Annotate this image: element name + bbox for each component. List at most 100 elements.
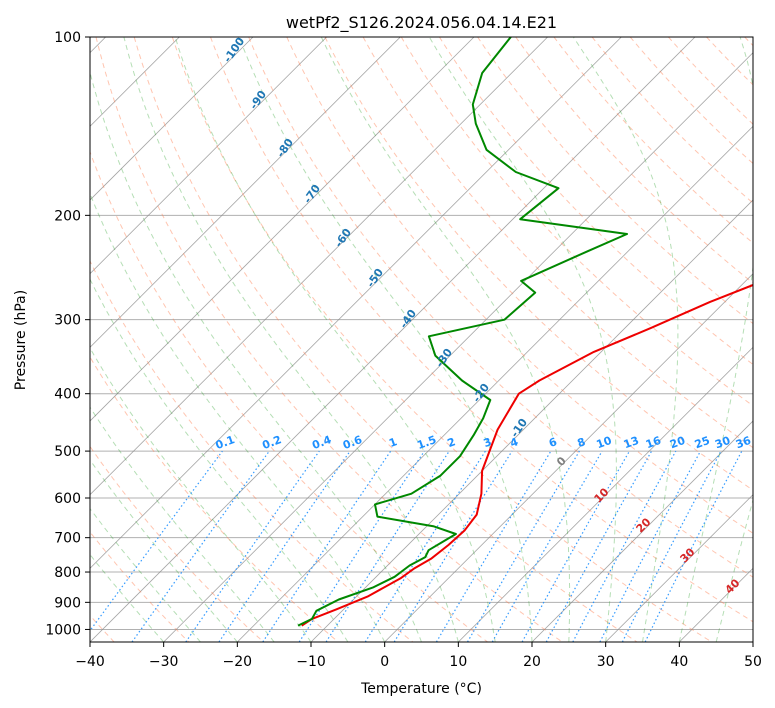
isotherm-line — [90, 37, 327, 275]
mixing-ratio-label: 16 — [644, 434, 663, 452]
moist-adiabat-line — [90, 553, 165, 642]
mixing-ratio-line — [393, 450, 513, 642]
isotherm-line — [310, 199, 753, 642]
isotherm-line — [90, 37, 401, 348]
mixing-ratio-line — [545, 450, 653, 642]
y-tick-label: 1000 — [45, 622, 81, 638]
moist-adiabat-line — [90, 192, 386, 642]
x-tick-label: 40 — [670, 654, 688, 670]
mixing-ratio-line — [185, 450, 320, 642]
x-tick-label: −20 — [223, 654, 253, 670]
isotherm-line — [90, 37, 254, 201]
x-tick-label: 0 — [380, 654, 389, 670]
dry-adiabat-line — [90, 259, 414, 642]
mixing-ratio-label: 4 — [508, 435, 520, 450]
mixing-ratio-line — [466, 450, 580, 642]
isotherm-line — [531, 420, 753, 642]
x-tick-label: −10 — [296, 654, 326, 670]
temperature-profile-line — [301, 283, 753, 627]
dry-adiabat-label: -100 — [221, 35, 248, 65]
mixing-ratio-line — [90, 450, 223, 632]
moist-adiabat-label: 0 — [554, 454, 569, 469]
mixing-ratio-line — [572, 450, 677, 642]
tick-layer: −40 −30 −20 −10 0 10 20 30 40 5010020030040050060… — [45, 30, 762, 670]
y-tick-label: 400 — [54, 387, 81, 403]
y-tick-label: 500 — [54, 444, 81, 460]
x-tick-label: 50 — [744, 654, 762, 670]
dry-adiabat-line — [515, 37, 753, 284]
dry-adiabat-label: -50 — [364, 266, 386, 290]
dry-adiabat-label: -60 — [332, 226, 354, 250]
mixing-ratio-label: 0.2 — [260, 433, 283, 452]
mixing-ratio-line — [644, 450, 743, 642]
mixing-ratio-label: 30 — [713, 434, 732, 452]
mixing-ratio-label: 10 — [595, 434, 614, 452]
moist-adiabat-line — [90, 406, 275, 642]
dry-adiabat-label: -40 — [397, 307, 419, 331]
dry-adiabat-line — [90, 150, 488, 642]
mixing-ratio-label: 3 — [482, 435, 494, 450]
mixing-ratio-label: 0.4 — [310, 433, 333, 452]
mixing-ratio-line — [325, 450, 450, 642]
mixing-ratio-label: 1.5 — [415, 433, 438, 452]
moist-adiabat-line — [123, 37, 459, 642]
isotherm-line — [605, 494, 753, 642]
moist-adiabat-line — [90, 70, 422, 642]
dry-adiabat-line — [400, 37, 753, 407]
x-tick-label: 10 — [449, 654, 467, 670]
moist-adiabat-line — [715, 497, 753, 642]
mixing-ratio-label: 13 — [622, 434, 641, 451]
moist-adiabat-line — [428, 37, 617, 642]
dry-adiabat-line — [90, 356, 339, 642]
mixing-ratio-line — [521, 450, 631, 642]
mixing-ratio-line — [298, 450, 425, 642]
moist-adiabat-line — [320, 37, 571, 642]
isotherm-line — [90, 37, 622, 569]
mixing-ratio-line — [131, 450, 270, 642]
mixing-ratio-label: 20 — [668, 434, 687, 452]
mixing-ratio-label: 0.6 — [341, 433, 364, 452]
mixing-ratio-label: 8 — [576, 435, 588, 450]
isotherm-line — [752, 641, 753, 642]
moist-adiabat-label: 20 — [634, 515, 654, 535]
x-tick-label: −30 — [149, 654, 179, 670]
y-tick-label: 600 — [54, 491, 81, 507]
y-tick-label: 300 — [54, 313, 81, 329]
mixing-ratio-line — [435, 450, 552, 642]
dry-adiabat-line — [362, 37, 753, 449]
isotherm-line — [90, 37, 475, 422]
mixing-ratio-line — [262, 450, 392, 642]
mixing-ratio-line — [218, 450, 351, 642]
dewpoint-profile-line — [297, 37, 628, 627]
mixing-ratio-label: 2 — [446, 435, 458, 450]
moist-adiabat-line — [174, 37, 496, 642]
dry-adiabat-label: -90 — [247, 88, 269, 112]
moist-adiabat-line — [90, 507, 201, 642]
plot-frame — [89, 36, 754, 643]
grid-layer — [90, 37, 753, 642]
dry-adiabat-label: -80 — [274, 136, 296, 160]
moist-adiabat-line — [238, 37, 533, 642]
isotherm-line — [90, 37, 696, 642]
y-tick-label: 200 — [54, 208, 81, 224]
mixing-ratio-label: 6 — [547, 435, 559, 450]
dry-adiabat-line — [90, 445, 264, 642]
moist-adiabat-line — [90, 278, 349, 642]
dry-adiabat-label: -30 — [433, 346, 455, 370]
dry-adiabat-line — [744, 37, 753, 47]
mixing-ratio-label: 1 — [387, 435, 399, 450]
y-axis-title: Pressure (hPa) — [13, 290, 29, 390]
y-tick-label: 800 — [54, 565, 81, 581]
dry-adiabat-line — [324, 37, 753, 491]
dry-adiabat-line — [706, 37, 753, 86]
mixing-ratio-line — [364, 450, 486, 642]
x-tick-label: 20 — [523, 654, 541, 670]
mixing-ratio-label: 25 — [693, 434, 712, 451]
dry-adiabat-line — [171, 37, 712, 642]
mixing-ratio-label: 0.1 — [214, 433, 237, 452]
dry-adiabat-line — [133, 37, 638, 642]
dry-adiabat-line — [210, 37, 753, 623]
moist-adiabat-line — [90, 347, 312, 642]
mixing-ratio-label: 36 — [734, 434, 753, 452]
y-tick-label: 900 — [54, 595, 81, 611]
